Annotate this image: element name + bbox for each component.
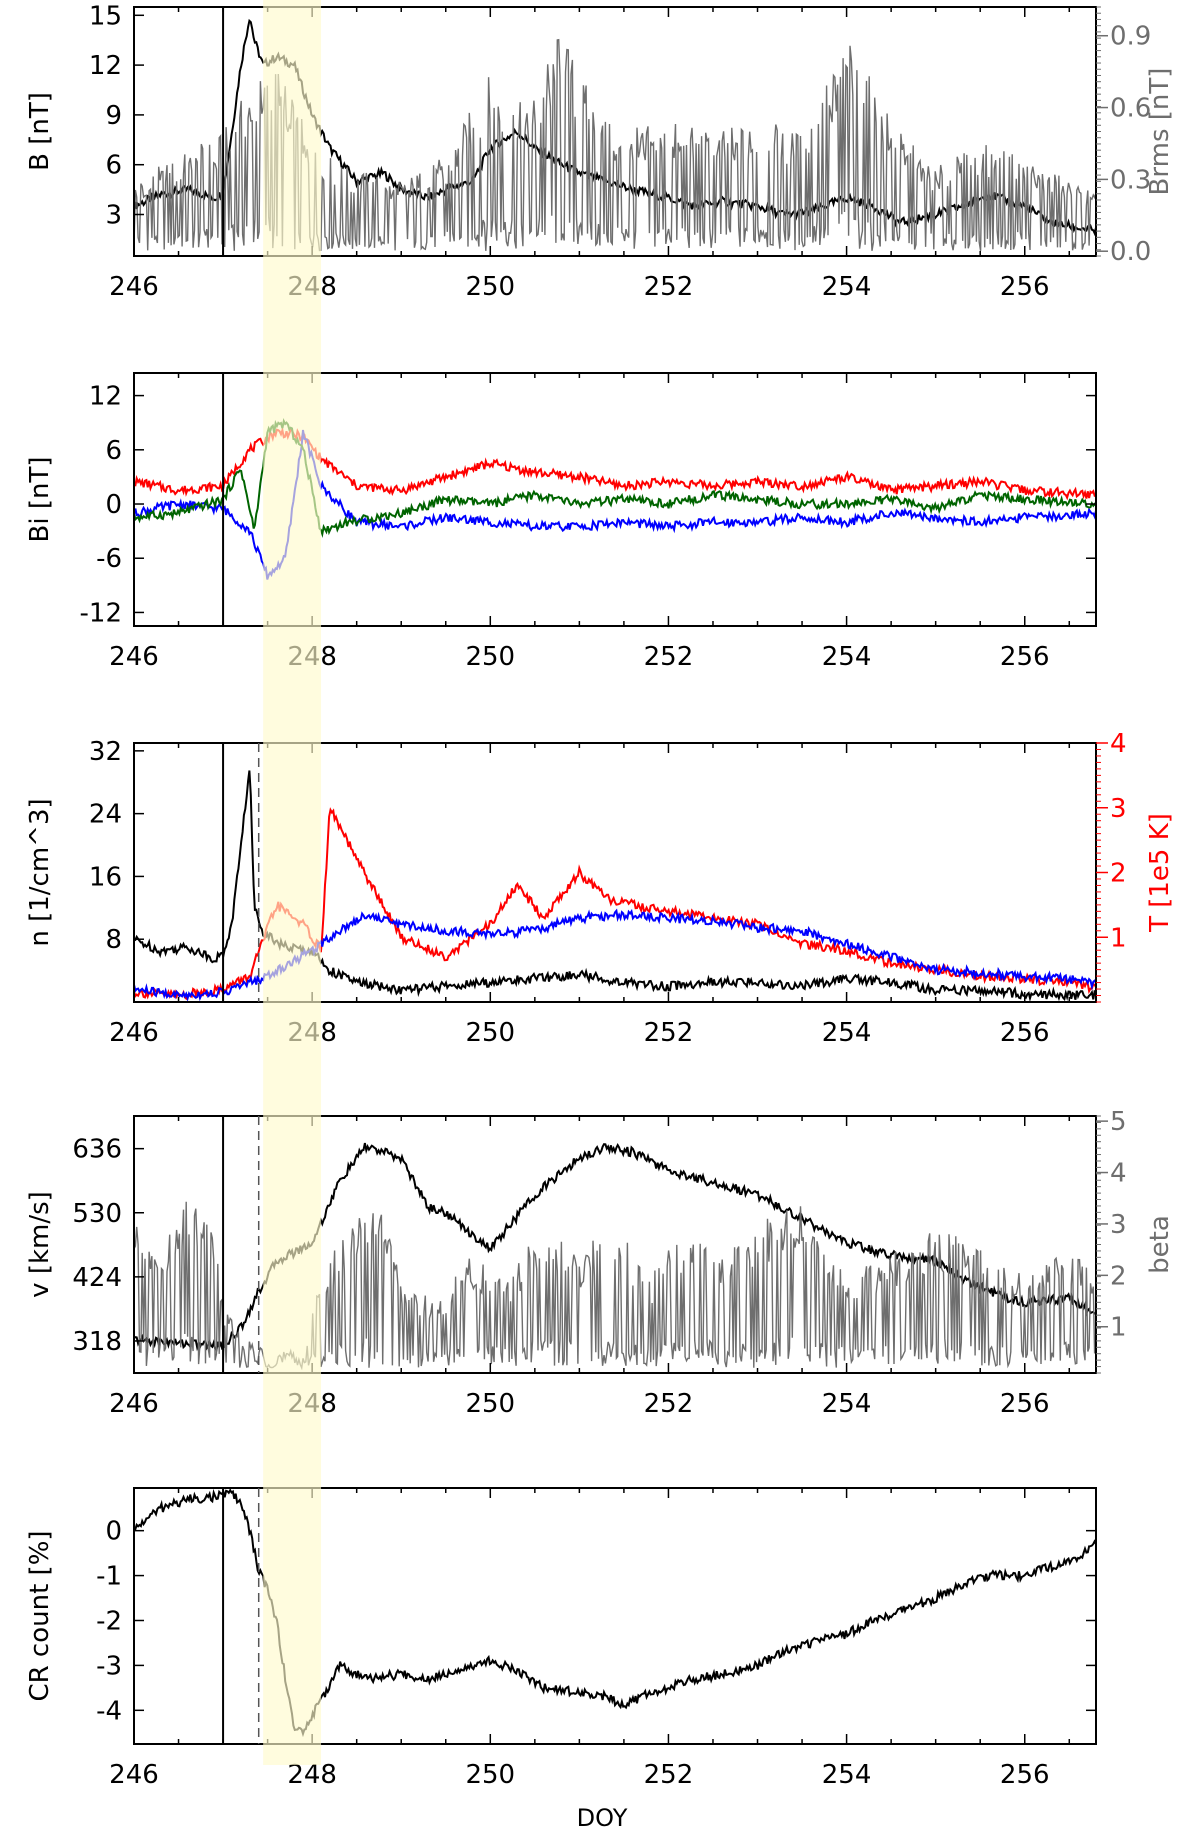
- y-axis-label: v [km/s]: [25, 1191, 55, 1298]
- y-tick-label: 6: [105, 151, 122, 181]
- y2-tick-label: 4: [1110, 1159, 1127, 1189]
- y-axis-label: B [nT]: [25, 92, 55, 171]
- plot-frame: [133, 1487, 1097, 1745]
- x-tick-label: 250: [465, 1389, 515, 1419]
- y2-tick-label: 2: [1110, 859, 1127, 889]
- x-tick-label: 256: [1000, 1389, 1050, 1419]
- y2-tick-label: 3: [1110, 794, 1127, 824]
- y2-tick-label: 3: [1110, 1210, 1127, 1240]
- x-tick-label: 254: [822, 642, 872, 672]
- x-tick-label: 256: [1000, 1018, 1050, 1048]
- x-axis-label: DOY: [577, 1804, 628, 1832]
- overlay: [263, 0, 322, 1765]
- y2-tick-label: 1: [1110, 923, 1127, 953]
- x-tick-label: 246: [109, 1389, 159, 1419]
- y-tick-label: 8: [105, 925, 122, 955]
- x-tick-label: 256: [1000, 272, 1050, 302]
- x-tick-label: 246: [109, 272, 159, 302]
- x-tick-label: 252: [644, 1389, 694, 1419]
- y-tick-label: 530: [72, 1199, 122, 1229]
- y2-tick-label: 0.6: [1110, 94, 1151, 124]
- shaded-interval: [263, 0, 322, 1765]
- x-tick-label: 254: [822, 272, 872, 302]
- y-tick-label: 424: [72, 1263, 122, 1293]
- x-tick-label: 250: [465, 272, 515, 302]
- y-tick-label: -12: [80, 598, 122, 628]
- y-tick-label: 0: [105, 490, 122, 520]
- y-tick-label: 636: [72, 1135, 122, 1165]
- y2-tick-label: 2: [1110, 1261, 1127, 1291]
- y2-axis-label: beta: [1145, 1215, 1175, 1274]
- y2-tick-label: 5: [1110, 1107, 1127, 1137]
- x-tick-label: 252: [644, 642, 694, 672]
- y-tick-label: 6: [105, 436, 122, 466]
- x-tick-label: 250: [465, 642, 515, 672]
- y-tick-label: 3: [105, 201, 122, 231]
- panels: 2462482502522542563691215B [nT]0.00.30.6…: [25, 1, 1175, 1790]
- x-tick-label: 250: [465, 1018, 515, 1048]
- x-tick-label: 256: [1000, 642, 1050, 672]
- y2-tick-label: 1: [1110, 1313, 1127, 1343]
- x-tick-label: 246: [109, 1018, 159, 1048]
- y-tick-label: 12: [89, 382, 122, 412]
- x-tick-label: 252: [644, 1018, 694, 1048]
- y-tick-label: 16: [89, 862, 122, 892]
- y-tick-label: 32: [89, 737, 122, 767]
- y2-tick-label: 0.0: [1110, 237, 1151, 267]
- y-tick-label: 15: [89, 1, 122, 31]
- panel-B: 2462482502522542563691215B [nT]0.00.30.6…: [25, 1, 1175, 302]
- x-tick-label: 254: [822, 1760, 872, 1790]
- y-tick-label: 0: [105, 1517, 122, 1547]
- y2-tick-label: 4: [1110, 729, 1127, 759]
- x-tick-label: 256: [1000, 1760, 1050, 1790]
- y2-axis-label: Brms [nT]: [1145, 68, 1175, 196]
- x-tick-label: 246: [109, 1760, 159, 1790]
- x-tick-label: 250: [465, 1760, 515, 1790]
- x-tick-label: 254: [822, 1018, 872, 1048]
- y-axis-label: Bi [nT]: [25, 457, 55, 543]
- x-tick-label: 252: [644, 1760, 694, 1790]
- panel-n: 2462482502522542568162432n [1/cm^3]1234T…: [25, 729, 1175, 1048]
- y-tick-label: -4: [96, 1696, 122, 1726]
- y2-tick-label: 0.3: [1110, 165, 1151, 195]
- y-tick-label: 9: [105, 101, 122, 131]
- y-tick-label: 12: [89, 51, 122, 81]
- y-tick-label: -2: [96, 1606, 122, 1636]
- y-axis-label: n [1/cm^3]: [25, 798, 55, 946]
- x-tick-label: 252: [644, 272, 694, 302]
- plot-frame: [133, 372, 1097, 627]
- x-tick-label: 246: [109, 642, 159, 672]
- panel-v: 246248250252254256318424530636v [km/s]12…: [25, 1107, 1175, 1419]
- x-tick-label: 254: [822, 1389, 872, 1419]
- y-tick-label: -6: [96, 544, 122, 574]
- y2-tick-label: 0.9: [1110, 22, 1151, 52]
- y-tick-label: -3: [96, 1651, 122, 1681]
- y-axis-label: CR count [%]: [25, 1530, 55, 1701]
- y2-axis-label: T [1e5 K]: [1145, 813, 1175, 933]
- y-tick-label: -1: [96, 1562, 122, 1592]
- y-tick-label: 318: [72, 1327, 122, 1357]
- y-tick-label: 24: [89, 800, 122, 830]
